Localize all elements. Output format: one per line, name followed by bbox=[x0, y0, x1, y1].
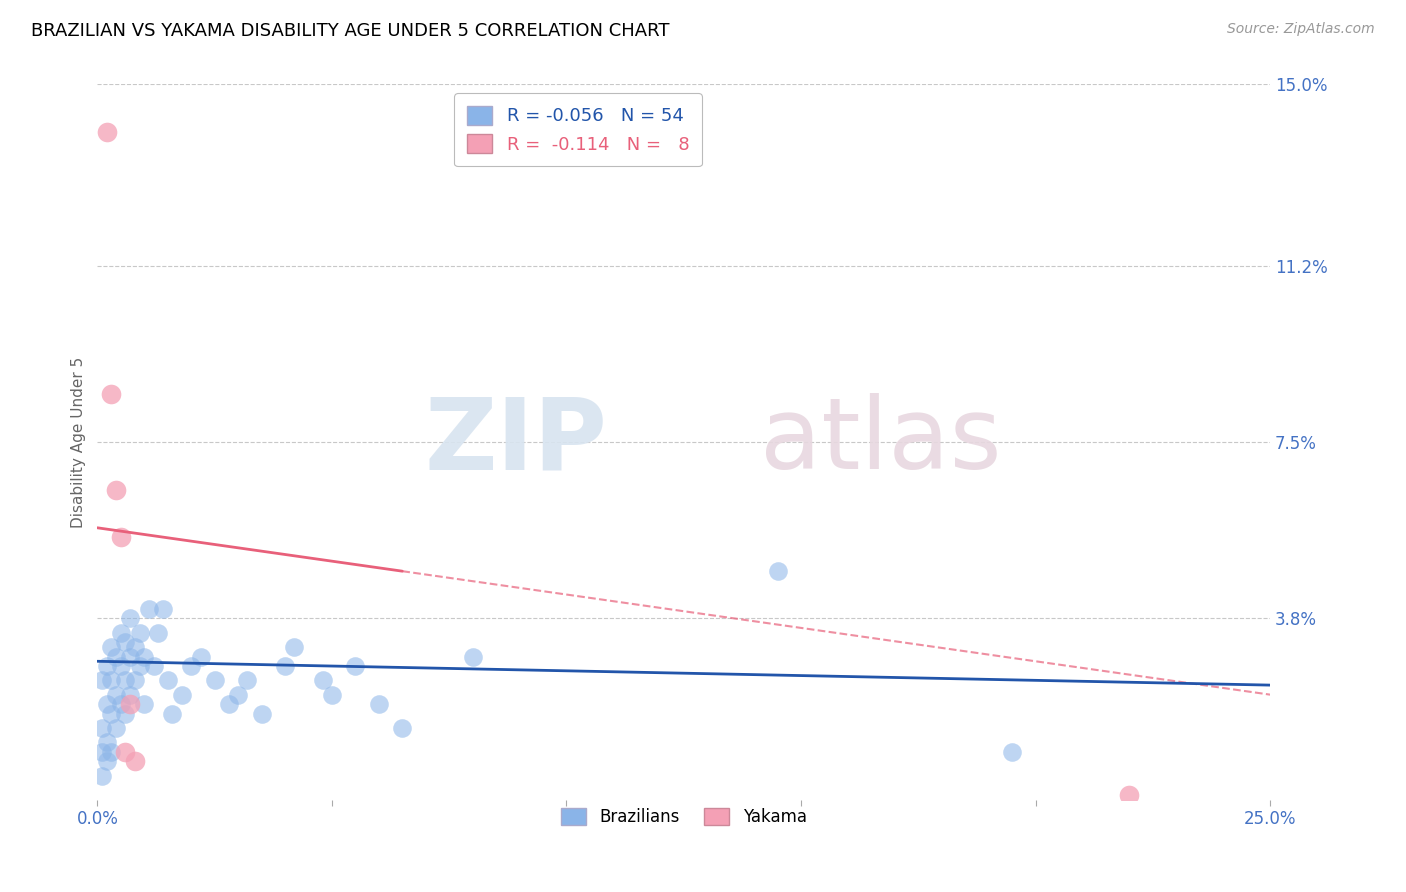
Point bbox=[1001, 745, 1024, 759]
Text: atlas: atlas bbox=[761, 393, 1001, 491]
Point bbox=[391, 721, 413, 735]
Point bbox=[96, 735, 118, 749]
Point bbox=[114, 745, 136, 759]
Point bbox=[461, 649, 484, 664]
Point bbox=[148, 625, 170, 640]
Point bbox=[110, 697, 132, 711]
Point bbox=[100, 387, 122, 401]
Point bbox=[274, 659, 297, 673]
Point bbox=[321, 688, 343, 702]
Point bbox=[96, 697, 118, 711]
Point bbox=[96, 659, 118, 673]
Point bbox=[100, 673, 122, 688]
Point bbox=[226, 688, 249, 702]
Point bbox=[91, 721, 114, 735]
Point bbox=[128, 659, 150, 673]
Point bbox=[120, 688, 142, 702]
Point bbox=[114, 635, 136, 649]
Point bbox=[120, 611, 142, 625]
Y-axis label: Disability Age Under 5: Disability Age Under 5 bbox=[72, 357, 86, 527]
Point bbox=[110, 659, 132, 673]
Legend: Brazilians, Yakama: Brazilians, Yakama bbox=[553, 799, 815, 834]
Point bbox=[156, 673, 179, 688]
Point bbox=[100, 640, 122, 654]
Point bbox=[120, 697, 142, 711]
Text: BRAZILIAN VS YAKAMA DISABILITY AGE UNDER 5 CORRELATION CHART: BRAZILIAN VS YAKAMA DISABILITY AGE UNDER… bbox=[31, 22, 669, 40]
Point bbox=[311, 673, 333, 688]
Point bbox=[162, 706, 184, 721]
Point bbox=[100, 706, 122, 721]
Point bbox=[96, 755, 118, 769]
Point bbox=[204, 673, 226, 688]
Point bbox=[105, 688, 128, 702]
Point bbox=[91, 673, 114, 688]
Point bbox=[128, 625, 150, 640]
Point bbox=[105, 483, 128, 497]
Text: ZIP: ZIP bbox=[425, 393, 607, 491]
Point bbox=[91, 769, 114, 783]
Point bbox=[120, 649, 142, 664]
Point bbox=[124, 640, 146, 654]
Point bbox=[344, 659, 367, 673]
Point bbox=[100, 745, 122, 759]
Point bbox=[250, 706, 273, 721]
Point bbox=[367, 697, 389, 711]
Point bbox=[114, 673, 136, 688]
Text: Source: ZipAtlas.com: Source: ZipAtlas.com bbox=[1227, 22, 1375, 37]
Point bbox=[124, 673, 146, 688]
Point bbox=[110, 625, 132, 640]
Point bbox=[138, 602, 160, 616]
Point bbox=[105, 721, 128, 735]
Point bbox=[142, 659, 165, 673]
Point bbox=[218, 697, 240, 711]
Point bbox=[152, 602, 174, 616]
Point bbox=[105, 649, 128, 664]
Point bbox=[124, 755, 146, 769]
Point bbox=[1118, 788, 1140, 802]
Point bbox=[283, 640, 305, 654]
Point bbox=[766, 564, 789, 578]
Point bbox=[180, 659, 202, 673]
Point bbox=[134, 649, 156, 664]
Point bbox=[96, 125, 118, 139]
Point bbox=[190, 649, 212, 664]
Point bbox=[114, 706, 136, 721]
Point bbox=[170, 688, 193, 702]
Point bbox=[134, 697, 156, 711]
Point bbox=[91, 745, 114, 759]
Point bbox=[110, 530, 132, 544]
Point bbox=[236, 673, 259, 688]
